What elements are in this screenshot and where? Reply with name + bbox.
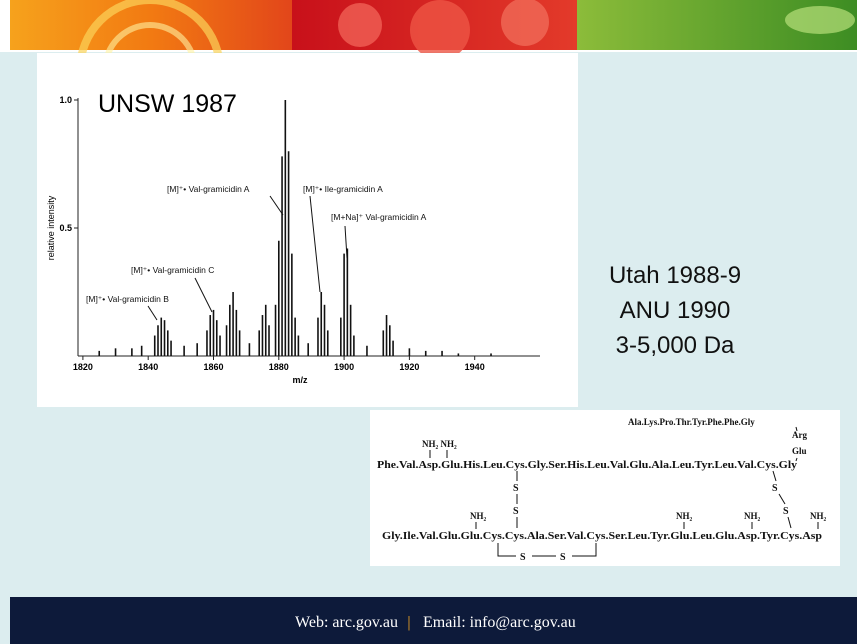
sulfur: S — [783, 506, 789, 517]
bond — [795, 426, 798, 432]
x-tick-label: 1820 — [73, 362, 93, 372]
side-text: Utah 1988-9 ANU 1990 3-5,000 Da — [609, 262, 741, 359]
arrow — [147, 305, 158, 321]
residue: Arg — [792, 430, 807, 440]
amine: NH₂ — [810, 511, 827, 521]
banner-cell — [410, 0, 470, 60]
bond — [497, 543, 516, 557]
annotation: [M]⁺• Val-gramicidin B — [86, 294, 169, 304]
bond — [795, 457, 798, 462]
footer-bar — [10, 597, 857, 644]
residue: Glu — [792, 446, 807, 456]
sequence: Ala.Lys.Pro.Thr.Tyr.Phe.Phe.Gly — [628, 417, 755, 427]
bond — [778, 493, 786, 505]
bonds — [429, 426, 819, 557]
bond — [772, 470, 777, 482]
footer-web: Web: arc.gov.au — [295, 614, 398, 631]
amine: NH₂ — [470, 511, 487, 521]
arrow — [309, 195, 321, 293]
y-tick-label: 0.5 — [59, 223, 72, 233]
side-line: Utah 1988-9 — [609, 262, 741, 289]
x-tick-label: 1900 — [334, 362, 354, 372]
sulfur: S — [520, 552, 526, 563]
sulfur: S — [560, 552, 566, 563]
arrow — [194, 277, 213, 313]
annotation-arrows — [147, 195, 348, 321]
side-line: ANU 1990 — [620, 297, 731, 324]
y-axis-label: relative intensity — [46, 195, 56, 260]
annotation: [M]⁺• Val-gramicidin A — [167, 184, 250, 194]
banner-cell — [338, 3, 382, 47]
banner-leaf — [785, 6, 855, 34]
x-tick-label: 1920 — [399, 362, 419, 372]
structure-panel — [370, 410, 840, 566]
annotation: [M]⁺• Val-gramicidin C — [131, 265, 214, 275]
x-tick-label: 1860 — [203, 362, 223, 372]
annotation: [M]⁺• Ile-gramicidin A — [303, 184, 383, 194]
sulfur: S — [513, 483, 519, 494]
peak-annotations: [M]⁺• Val-gramicidin B [M]⁺• Val-gramici… — [86, 184, 427, 304]
bond — [572, 543, 597, 557]
side-line: 3-5,000 Da — [616, 332, 735, 359]
arrow — [269, 195, 284, 216]
footer-email: Email: info@arc.gov.au — [423, 614, 576, 631]
footer-separator: | — [407, 614, 410, 631]
amine: NH₂ — [676, 511, 693, 521]
sequence: Gly.Ile.Val.Glu.Glu.Cys.Cys.Ala.Ser.Val.… — [382, 531, 823, 542]
structure: Ala.Lys.Pro.Thr.Tyr.Phe.Phe.Gly Arg Glu … — [377, 417, 827, 563]
amine: NH₂ NH₂ — [422, 439, 457, 449]
footer: Web: arc.gov.au | Email: info@arc.gov.au — [295, 614, 576, 631]
banner-cell — [501, 0, 549, 46]
annotation: [M+Na]⁺ Val-gramicidin A — [331, 212, 427, 222]
sulfur: S — [772, 483, 778, 494]
spectrum-title: UNSW 1987 — [98, 90, 237, 118]
bond — [787, 516, 792, 529]
sulfur: S — [513, 506, 519, 517]
sequence: Phe.Val.Asp.Glu.His.Leu.Cys.Gly.Ser.His.… — [377, 460, 797, 471]
x-tick-label: 1880 — [269, 362, 289, 372]
y-tick-label: 1.0 — [59, 95, 72, 105]
x-tick-label: 1840 — [138, 362, 158, 372]
x-axis-label: m/z — [292, 375, 308, 385]
x-tick-label: 1940 — [465, 362, 485, 372]
amine: NH₂ — [744, 511, 761, 521]
